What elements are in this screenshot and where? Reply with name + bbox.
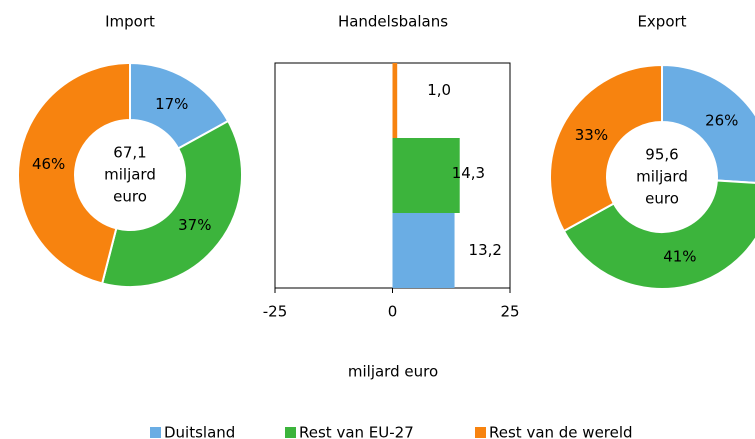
legend-swatch xyxy=(150,427,161,438)
legend-swatch xyxy=(285,427,296,438)
x-tick-label: 0 xyxy=(388,303,398,321)
center-label: miljard xyxy=(636,168,688,186)
bar xyxy=(392,63,398,138)
data-label: 14,3 xyxy=(452,164,485,182)
donut-slice xyxy=(100,119,243,288)
donut-slice xyxy=(661,63,755,184)
center-label: 67,1 xyxy=(113,144,146,162)
center-label: euro xyxy=(113,188,147,206)
chart-title: Import xyxy=(105,13,155,31)
legend-label: Duitsland xyxy=(164,424,235,439)
bar xyxy=(392,213,455,288)
x-axis-label: miljard euro xyxy=(348,363,438,381)
x-tick-label: 25 xyxy=(500,303,519,321)
legend-swatch xyxy=(475,427,486,438)
data-label: 33% xyxy=(575,126,608,144)
data-label: 46% xyxy=(32,155,65,173)
center-label: euro xyxy=(645,190,679,208)
data-label: 41% xyxy=(663,248,696,266)
legend-label: Rest van EU-27 xyxy=(299,424,414,439)
donut-slice xyxy=(17,61,131,285)
data-label: 26% xyxy=(705,111,738,129)
center-label: 95,6 xyxy=(645,146,678,164)
donut-slice xyxy=(562,179,755,290)
chart-title: Export xyxy=(637,13,686,31)
bar xyxy=(392,138,460,213)
data-label: 17% xyxy=(155,95,188,113)
donut-slice xyxy=(549,63,663,233)
data-label: 37% xyxy=(178,216,211,234)
x-tick-label: -25 xyxy=(263,303,288,321)
center-label: miljard xyxy=(104,166,156,184)
chart-title: Handelsbalans xyxy=(338,13,448,31)
data-label: 1,0 xyxy=(427,81,451,99)
legend-label: Rest van de wereld xyxy=(489,424,633,439)
data-label: 13,2 xyxy=(469,241,502,259)
